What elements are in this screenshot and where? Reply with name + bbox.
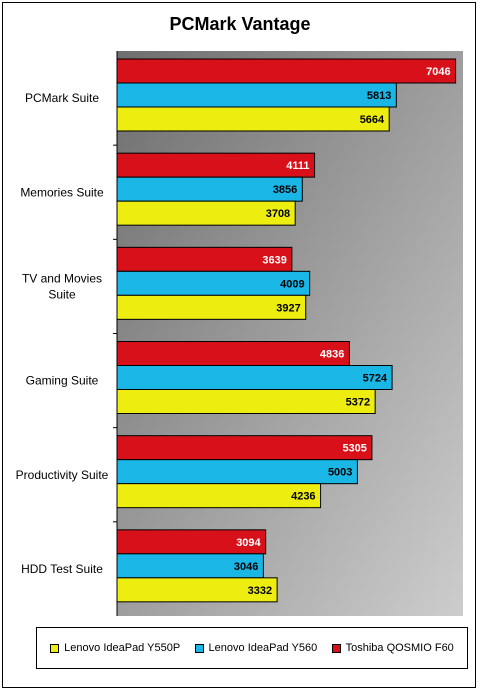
category-label: HDD Test Suite — [21, 562, 103, 576]
data-label: 5813 — [367, 90, 391, 102]
plot-area — [117, 51, 463, 616]
category-label: Productivity Suite — [16, 468, 109, 482]
legend-swatch — [331, 643, 341, 653]
legend-item: Toshiba QOSMIO F60 — [331, 642, 454, 654]
legend-label: Lenovo IdeaPad Y550P — [64, 642, 181, 654]
bar — [116, 106, 390, 132]
legend-item: Lenovo IdeaPad Y550P — [50, 642, 180, 654]
data-label: 4836 — [320, 349, 344, 361]
data-label: 5724 — [363, 373, 388, 385]
legend-label: Toshiba QOSMIO F60 — [345, 642, 454, 654]
bar — [116, 553, 264, 579]
data-label: 5305 — [342, 443, 366, 455]
data-label: 3639 — [262, 254, 286, 266]
chart-title: PCMark Vantage — [169, 14, 311, 34]
bar — [116, 82, 397, 108]
bar — [116, 389, 376, 414]
bar — [116, 365, 393, 390]
category-label: Memories Suite — [20, 185, 104, 199]
data-label: 7046 — [426, 66, 450, 78]
legend-item: Lenovo IdeaPad Y560 — [194, 642, 318, 654]
legend-swatch — [50, 643, 60, 653]
bar — [116, 58, 457, 84]
data-label: 3708 — [266, 208, 290, 220]
data-label: 5003 — [328, 467, 352, 479]
data-label: 3856 — [273, 184, 297, 196]
data-label: 5372 — [346, 397, 370, 409]
bar — [116, 435, 373, 461]
category-label: Gaming Suite — [26, 374, 99, 388]
legend-label: Lenovo IdeaPad Y560 — [208, 642, 318, 654]
category-label: PCMark Suite — [25, 91, 99, 105]
bar — [116, 152, 316, 178]
data-label: 3927 — [276, 302, 300, 314]
bar — [116, 176, 303, 202]
legend-swatch — [194, 643, 204, 653]
bar — [116, 577, 278, 603]
bar — [116, 294, 307, 320]
data-label: 4009 — [280, 278, 304, 290]
data-label: 5664 — [360, 114, 385, 126]
data-label: 3332 — [248, 585, 272, 597]
data-label: 3046 — [234, 561, 258, 573]
data-label: 4111 — [286, 160, 309, 172]
bar — [116, 459, 358, 485]
category-label: TV and Movies Suite — [22, 271, 102, 301]
bar — [116, 483, 322, 509]
legend: Lenovo IdeaPad Y550P Lenovo IdeaPad Y560 T… — [36, 627, 468, 669]
data-label: 4236 — [291, 491, 315, 503]
data-label: 3094 — [236, 537, 261, 549]
bar — [116, 341, 350, 366]
